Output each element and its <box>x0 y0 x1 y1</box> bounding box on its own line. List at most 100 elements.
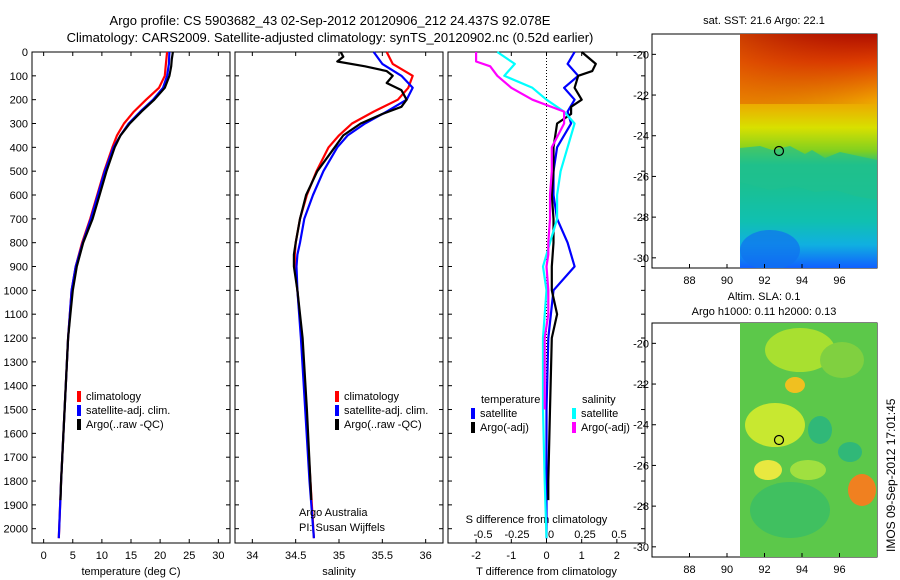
y-tick-label: 1100 <box>4 309 28 321</box>
y-tick-label: 1800 <box>4 476 28 488</box>
y-tick-label: 100 <box>10 71 28 83</box>
legend-swatch <box>77 419 81 430</box>
legend-label: satellite-adj. clim. <box>86 405 170 417</box>
map-axes: 88 90 92 94 96 -20 -22 -24 -26 -28 -30 88 90 92 94 96 -2… <box>633 49 846 576</box>
legend-swatch <box>335 419 339 430</box>
legend-heading-salinity: salinity <box>582 394 616 406</box>
y-tick-label: 1300 <box>4 357 28 369</box>
y-tick-label: 200 <box>10 95 28 107</box>
s-tick-label: -0.5 <box>474 529 493 541</box>
x-axis-label: temperature (deg C) <box>81 566 180 578</box>
s-tick-label: 0.25 <box>574 529 595 541</box>
y-tick-label: 1700 <box>4 452 28 464</box>
map-x-tick-label: 90 <box>721 564 733 576</box>
y-tick-label: 400 <box>10 142 28 154</box>
sla-argo-marker <box>773 434 785 446</box>
map-y-tick-label: -22 <box>633 90 649 102</box>
map-x-tick-label: 94 <box>796 275 808 287</box>
x-axis-label: T difference from climatology <box>476 566 617 578</box>
legend-label: satellite-adj. clim. <box>344 405 428 417</box>
map-y-tick-label: -20 <box>633 338 649 350</box>
y-tick-label: 1900 <box>4 500 28 512</box>
map-y-tick-label: -26 <box>633 460 649 472</box>
y-tick-label: 1500 <box>4 405 28 417</box>
series-line-temperature-argo-adj- <box>547 51 597 501</box>
sst-map-title: sat. SST: 21.6 Argo: 22.1 <box>703 15 825 27</box>
sla-blob <box>848 474 876 506</box>
series-line-salinity-satellite <box>496 51 576 539</box>
map-x-tick-label: 92 <box>758 564 770 576</box>
x-axis-label: salinity <box>322 566 356 578</box>
legend-swatch <box>572 422 576 433</box>
y-tick-label: 1400 <box>4 381 28 393</box>
x-tick-label: 25 <box>183 550 195 562</box>
s-tick-label: 0.5 <box>611 529 626 541</box>
x-tick-label: 30 <box>212 550 224 562</box>
sla-blob <box>785 377 805 393</box>
legend-label: climatology <box>344 391 400 403</box>
annotation-pi: PI: Susan Wijffels <box>299 522 385 534</box>
map-x-tick-label: 88 <box>683 275 695 287</box>
annotation-argo-australia: Argo Australia <box>299 507 368 519</box>
sla-blob <box>754 460 782 480</box>
x-tick-label: 36 <box>420 550 432 562</box>
x-tick-label: 5 <box>70 550 76 562</box>
map-y-tick-label: -30 <box>633 542 649 554</box>
sla-blob <box>745 403 805 447</box>
legend-swatch <box>471 408 475 419</box>
y-tick-label: 900 <box>10 262 28 274</box>
x-tick-label: 15 <box>125 550 137 562</box>
legend-swatch <box>335 391 339 402</box>
figure-title-line-1: Argo profile: CS 5903682_43 02-Sep-2012 … <box>109 13 551 28</box>
map-y-tick-label: -24 <box>633 420 649 432</box>
legend-swatch <box>77 405 81 416</box>
legend-swatch <box>471 422 475 433</box>
sla-map-subtitle: Argo h1000: 0.11 h2000: 0.13 <box>692 306 837 318</box>
legend-label: Argo(..raw -QC) <box>86 419 164 431</box>
y-tick-label: 500 <box>10 166 28 178</box>
figure-title-line-2: Climatology: CARS2009. Satellite-adjuste… <box>66 30 594 45</box>
salinity-profile-chart: 34 34.5 35 35.5 36 salinity climatology satelli… <box>234 51 444 578</box>
sla-blob <box>808 416 832 444</box>
legend-label: satellite <box>480 408 517 420</box>
legend-swatch <box>335 405 339 416</box>
sst-argo-marker <box>773 145 785 157</box>
temperature-profile-chart: 0100200300400500600700800900100011001200… <box>4 47 231 578</box>
sla-blob <box>790 460 826 480</box>
x-tick-label: 34 <box>246 550 258 562</box>
sla-blob <box>750 482 830 538</box>
map-y-tick-label: -28 <box>633 501 649 513</box>
series-line-argo-raw-qc- <box>292 51 408 501</box>
legend-label: Argo(..raw -QC) <box>344 419 422 431</box>
legend-swatch <box>572 408 576 419</box>
map-y-tick-label: -22 <box>633 379 649 391</box>
y-tick-label: 600 <box>10 190 28 202</box>
y-tick-label: 2000 <box>4 524 28 536</box>
sst-map <box>651 33 878 269</box>
plot-frame <box>31 51 231 544</box>
x-tick-label: -1 <box>506 550 516 562</box>
map-y-tick-label: -24 <box>633 131 649 143</box>
sla-map-title: Altim. SLA: 0.1 <box>728 291 801 303</box>
series-line-salinity-argo-adj- <box>475 52 566 410</box>
x-tick-label: 0 <box>543 550 549 562</box>
legend-label: Argo(-adj) <box>480 422 529 434</box>
s-tick-label: -0.25 <box>504 529 529 541</box>
y-tick-label: 800 <box>10 238 28 250</box>
s-tick-label: 0 <box>548 529 554 541</box>
sla-map <box>651 322 878 558</box>
sla-blob <box>838 442 862 462</box>
series-line-argo-raw-qc- <box>59 51 174 501</box>
y-tick-label: 0 <box>22 47 28 59</box>
map-y-tick-label: -30 <box>633 253 649 265</box>
legend-label: satellite <box>581 408 618 420</box>
map-x-tick-label: 92 <box>758 275 770 287</box>
y-tick-label: 1600 <box>4 428 28 440</box>
x-tick-label: 35 <box>333 550 345 562</box>
map-y-tick-label: -28 <box>633 212 649 224</box>
y-tick-label: 1000 <box>4 285 28 297</box>
y-tick-label: 300 <box>10 119 28 131</box>
x-tick-label: 35.5 <box>372 550 393 562</box>
map-x-tick-label: 88 <box>683 564 695 576</box>
y-tick-label: 700 <box>10 214 28 226</box>
